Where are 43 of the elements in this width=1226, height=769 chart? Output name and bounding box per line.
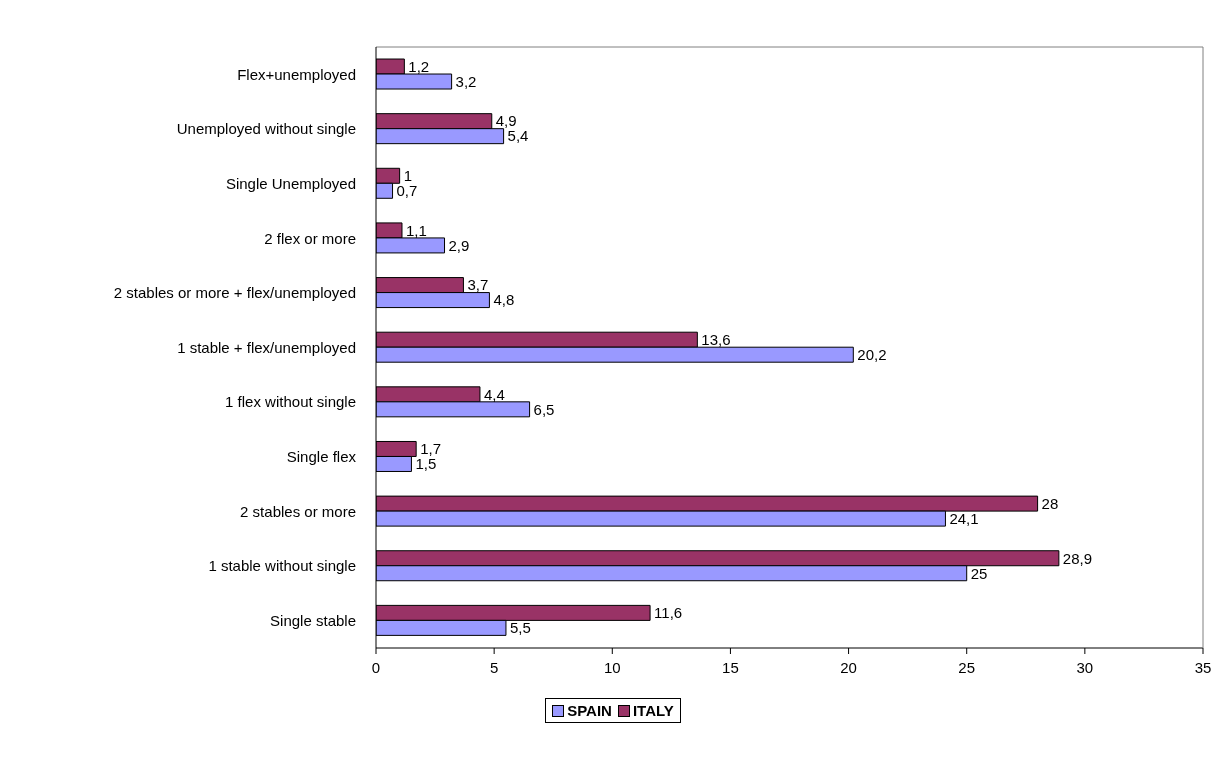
data-label: 13,6 bbox=[701, 331, 731, 349]
data-label: 28,9 bbox=[1062, 549, 1093, 567]
x-tick-label: 30 bbox=[1076, 658, 1094, 676]
data-label: 0,7 bbox=[396, 182, 418, 200]
y-tick-label: 2 flex or more bbox=[264, 229, 356, 247]
legend-label: SPAIN bbox=[566, 702, 612, 719]
data-label: 11,6 bbox=[654, 604, 683, 622]
x-tick-label: 20 bbox=[840, 658, 857, 676]
data-label: 5,5 bbox=[509, 619, 531, 637]
y-tick-label: Single Unemployed bbox=[225, 174, 356, 192]
x-tick-label: 0 bbox=[371, 658, 381, 676]
x-tick-label: 35 bbox=[1194, 658, 1212, 676]
x-tick-label: 10 bbox=[603, 658, 621, 676]
y-tick-label: 2 stables or more bbox=[240, 502, 356, 520]
data-label: 5,4 bbox=[507, 127, 529, 145]
data-label: 4,9 bbox=[495, 112, 517, 130]
data-label: 3,7 bbox=[467, 276, 489, 294]
data-label: 1,7 bbox=[420, 440, 442, 458]
data-label: 1,1 bbox=[405, 221, 427, 239]
legend-label: ITALY bbox=[631, 702, 674, 719]
data-label: 4,4 bbox=[483, 385, 505, 403]
y-tick-label: 2 stables or more + flex/unemployed bbox=[113, 284, 356, 302]
data-label: 3,2 bbox=[455, 72, 477, 90]
y-tick-label: 1 stable without single bbox=[208, 557, 356, 575]
data-label: 6,5 bbox=[533, 400, 555, 418]
y-tick-label: Single flex bbox=[286, 448, 357, 466]
data-label: 1,5 bbox=[415, 455, 437, 473]
y-tick-label: Single stable bbox=[270, 612, 356, 630]
data-label: 20,2 bbox=[857, 346, 887, 364]
data-label: 2,9 bbox=[448, 236, 470, 254]
x-tick-label: 25 bbox=[958, 658, 976, 676]
data-label: 24,1 bbox=[949, 509, 979, 527]
x-tick-label: 15 bbox=[722, 658, 739, 676]
data-label: 4,8 bbox=[493, 291, 515, 309]
y-tick-label: 1 stable + flex/unemployed bbox=[177, 338, 356, 356]
data-label: 28 bbox=[1041, 494, 1059, 512]
data-label: 1 bbox=[403, 167, 412, 185]
y-tick-label: 1 flex without single bbox=[225, 393, 356, 411]
y-tick-label: Unemployed without single bbox=[176, 120, 356, 138]
x-tick-label: 5 bbox=[489, 658, 499, 676]
data-label: 1,2 bbox=[408, 57, 430, 75]
data-label: 25 bbox=[970, 564, 988, 582]
y-tick-label: Flex+unemployed bbox=[237, 65, 356, 83]
